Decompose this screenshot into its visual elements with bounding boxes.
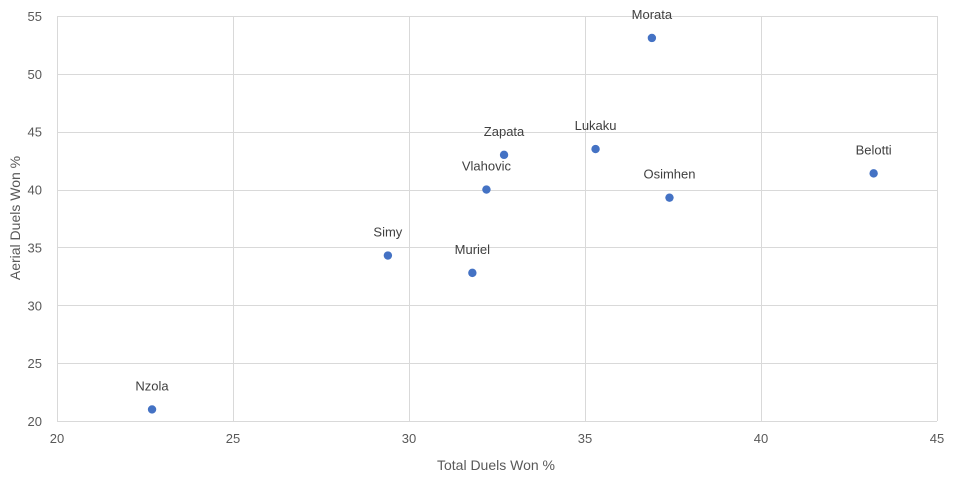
data-label: Morata: [632, 7, 673, 22]
data-label: Zapata: [484, 124, 525, 139]
data-label: Belotti: [856, 142, 892, 157]
data-label: Vlahovic: [462, 159, 512, 174]
y-tick-label: 30: [28, 298, 42, 313]
x-tick-label: 25: [226, 431, 240, 446]
y-tick-label: 25: [28, 356, 42, 371]
data-point: [665, 193, 674, 202]
data-label: Muriel: [455, 242, 491, 257]
data-point: [383, 251, 393, 260]
y-tick-label: 40: [28, 183, 42, 198]
data-point: [869, 169, 878, 178]
data-points: [147, 33, 878, 414]
x-tick-label: 30: [402, 431, 416, 446]
tick-labels: 20 25 30 35 40 45 20 25 30 35 40 45 50 55: [28, 9, 945, 446]
data-label: Lukaku: [575, 118, 617, 133]
data-point: [499, 150, 509, 160]
y-tick-label: 50: [28, 67, 42, 82]
x-tick-label: 35: [578, 431, 592, 446]
data-point: [468, 268, 477, 278]
y-tick-label: 20: [28, 414, 42, 429]
y-tick-label: 55: [28, 9, 42, 24]
x-tick-label: 40: [754, 431, 768, 446]
x-axis-title: Total Duels Won %: [437, 457, 555, 473]
data-point: [482, 185, 491, 194]
y-tick-label: 35: [28, 240, 42, 255]
x-tick-label: 45: [930, 431, 944, 446]
data-label: Nzola: [135, 378, 169, 393]
y-axis-title: Aerial Duels Won %: [7, 156, 23, 280]
point-labels: Nzola Simy Muriel Vlahovic Zapata Lukaku Morat…: [135, 7, 891, 393]
data-label: Osimhen: [643, 167, 695, 182]
gridlines: [57, 16, 938, 422]
data-label: Simy: [373, 225, 402, 240]
data-point: [647, 33, 657, 43]
data-point: [147, 405, 157, 414]
x-tick-label: 20: [50, 431, 64, 446]
y-tick-label: 45: [28, 125, 42, 140]
data-point: [591, 144, 600, 154]
